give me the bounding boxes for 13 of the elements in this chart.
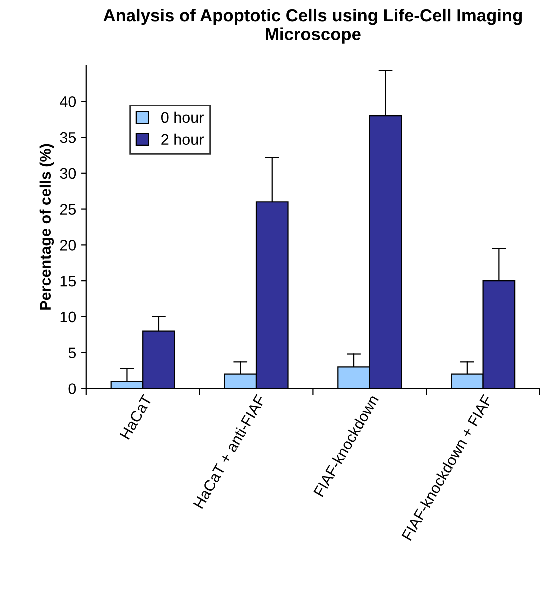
y-axis-title: Percentage of cells (%) xyxy=(40,144,54,310)
y-tick-label: 10 xyxy=(60,312,76,323)
legend-label: 0 hour xyxy=(161,112,204,124)
y-tick-label: 0 xyxy=(68,384,76,394)
y-tick-label: 40 xyxy=(60,96,76,108)
chart-title: Analysis of Apoptotic Cells using Life-Cell Imaging Microscope xyxy=(104,8,522,44)
y-tick-label: 5 xyxy=(68,348,76,359)
y-tick-label: 30 xyxy=(60,168,76,180)
y-tick-label: 25 xyxy=(60,204,76,215)
legend-label: 2 hour xyxy=(162,134,204,146)
y-tick-label: 20 xyxy=(60,240,76,251)
y-tick-label: 15 xyxy=(60,276,76,287)
y-tick-label: 35 xyxy=(60,132,76,144)
